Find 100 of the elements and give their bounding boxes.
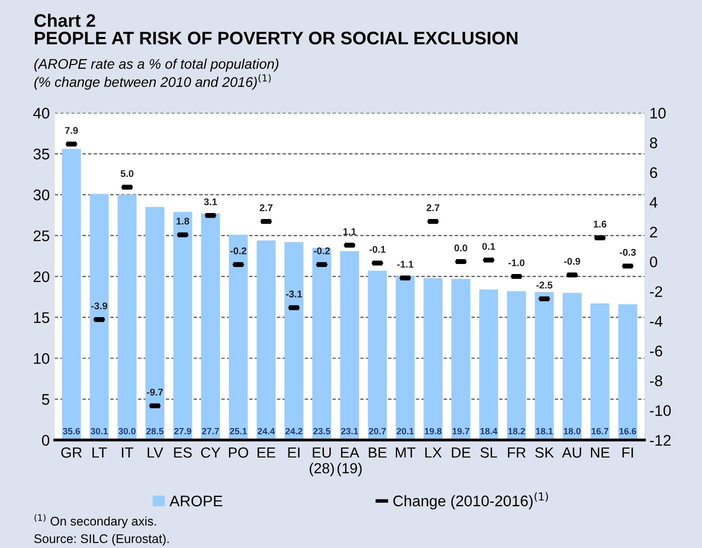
data-label: 27.9 bbox=[174, 428, 192, 434]
data-label: 18.2 bbox=[508, 428, 525, 434]
y-tick-label: 15 bbox=[34, 312, 50, 324]
bar bbox=[118, 194, 137, 440]
x-tick-label: PO bbox=[228, 447, 248, 458]
data-label: 27.7 bbox=[202, 428, 219, 434]
bar bbox=[145, 206, 164, 440]
source-note: Source: SILC (Eurostat). bbox=[34, 534, 169, 546]
x-tick-label: ES bbox=[174, 447, 192, 458]
y-tick-label: 5 bbox=[42, 394, 50, 405]
legend-label: Change (2010-2016)$^{(1)}$ bbox=[393, 492, 548, 510]
y-tick-label: 25 bbox=[34, 230, 50, 242]
data-label: 3.1 bbox=[204, 198, 218, 206]
data-label: 1.8 bbox=[176, 218, 190, 225]
data-label: 25.1 bbox=[230, 428, 247, 434]
x-tick-label: IT bbox=[122, 448, 134, 458]
data-label: 16.6 bbox=[620, 428, 636, 434]
bar bbox=[424, 278, 442, 440]
y2-tick-label: -12 bbox=[650, 434, 671, 446]
bar bbox=[201, 213, 220, 440]
bar bbox=[62, 148, 81, 440]
data-label: 20.1 bbox=[396, 428, 414, 434]
x-tick-label: GR bbox=[61, 447, 82, 458]
data-label: 18.4 bbox=[480, 428, 498, 434]
data-label: 18.1 bbox=[536, 428, 553, 434]
data-label: 20.7 bbox=[368, 428, 386, 434]
bar bbox=[90, 194, 109, 440]
bar bbox=[284, 242, 304, 440]
data-label: 5.0 bbox=[120, 170, 134, 177]
bar bbox=[396, 276, 415, 440]
data-label: 2.7 bbox=[426, 204, 440, 212]
bar bbox=[368, 270, 387, 440]
data-label: 0.0 bbox=[454, 244, 468, 252]
data-label: 1.1 bbox=[343, 228, 356, 235]
y-tick-label: 30 bbox=[33, 190, 50, 200]
data-label: 1.6 bbox=[594, 220, 606, 228]
x-tick-label: SL bbox=[480, 447, 498, 458]
chart-subtitle: (AROPE rate as a % of total population) (% change between 2010 and 2016)$^{(1)}$ bbox=[34, 58, 278, 90]
data-label: 19.8 bbox=[424, 428, 442, 434]
bar bbox=[312, 248, 332, 440]
data-label: -1.1 bbox=[397, 260, 414, 268]
y-tick-label: 10 bbox=[34, 353, 50, 364]
y2-tick-label: -6 bbox=[650, 346, 662, 357]
x-tick-label: EA (19) bbox=[338, 448, 362, 476]
y-tick-label: 0 bbox=[42, 434, 50, 446]
bar bbox=[256, 240, 276, 440]
y2-tick-label: 6 bbox=[650, 167, 658, 178]
bar bbox=[228, 234, 248, 440]
data-label: 24.2 bbox=[285, 428, 302, 434]
bar bbox=[479, 290, 498, 440]
y2-tick-label: 2 bbox=[650, 226, 658, 238]
data-label: 30.0 bbox=[118, 428, 136, 434]
x-tick-label: EU (28) bbox=[310, 448, 334, 476]
bar bbox=[618, 304, 638, 440]
y2-tick-label: 10 bbox=[650, 108, 666, 119]
text: $^{(1)}$ On secondary axis. bbox=[34, 514, 156, 528]
y-tick-label: 40 bbox=[33, 108, 50, 119]
data-label: -0.9 bbox=[564, 258, 580, 265]
bar bbox=[451, 278, 470, 440]
x-tick-label: BE bbox=[368, 448, 387, 458]
x-tick-label: EE bbox=[258, 448, 276, 458]
data-label: -0.2 bbox=[230, 247, 246, 254]
y2-tick-label: -4 bbox=[650, 316, 662, 327]
chart-title: Chart 2 PEOPLE AT RISK OF POVERTY OR SOCIAL EXCLUSION bbox=[34, 14, 518, 44]
data-label: 23.1 bbox=[341, 428, 358, 434]
legend-label: AROPE bbox=[170, 496, 222, 506]
x-tick-label: FI bbox=[622, 448, 633, 458]
x-tick-label: NE bbox=[591, 448, 610, 458]
data-label: -3.9 bbox=[91, 302, 108, 310]
data-label: 35.6 bbox=[62, 428, 80, 434]
y-tick-label: 20 bbox=[34, 271, 50, 282]
x-tick-label: EI bbox=[288, 448, 300, 458]
data-label: -1.0 bbox=[508, 259, 524, 266]
data-label: -3.1 bbox=[286, 290, 302, 298]
x-tick-label: FR bbox=[508, 448, 526, 458]
data-label: 30.1 bbox=[90, 428, 108, 434]
y2-tick-label: 0 bbox=[650, 256, 658, 268]
bar bbox=[590, 303, 610, 440]
x-tick-label: CY bbox=[201, 447, 220, 458]
data-label: -0.1 bbox=[369, 246, 386, 253]
bar bbox=[562, 292, 582, 440]
y-tick-label: 35 bbox=[33, 148, 50, 160]
data-label: 16.7 bbox=[592, 428, 608, 434]
data-label: -9.7 bbox=[146, 388, 163, 396]
x-tick-label: MT bbox=[396, 448, 416, 458]
data-label: 28.5 bbox=[146, 428, 164, 434]
x-tick-label: SK bbox=[535, 447, 554, 458]
data-label: 23.5 bbox=[313, 428, 330, 434]
x-tick-label: AU bbox=[562, 448, 582, 458]
data-label: -2.5 bbox=[536, 282, 552, 289]
bar bbox=[534, 292, 554, 440]
data-label: 0.1 bbox=[482, 242, 496, 250]
bar bbox=[340, 251, 360, 440]
data-label: 7.9 bbox=[65, 126, 78, 134]
data-label: 18.0 bbox=[564, 428, 581, 434]
x-tick-label: LT bbox=[92, 448, 107, 458]
x-tick-label: LV bbox=[148, 448, 164, 458]
y2-tick-label: -2 bbox=[650, 286, 662, 297]
data-label: -0.3 bbox=[620, 248, 636, 256]
x-tick-label: DE bbox=[452, 448, 470, 458]
